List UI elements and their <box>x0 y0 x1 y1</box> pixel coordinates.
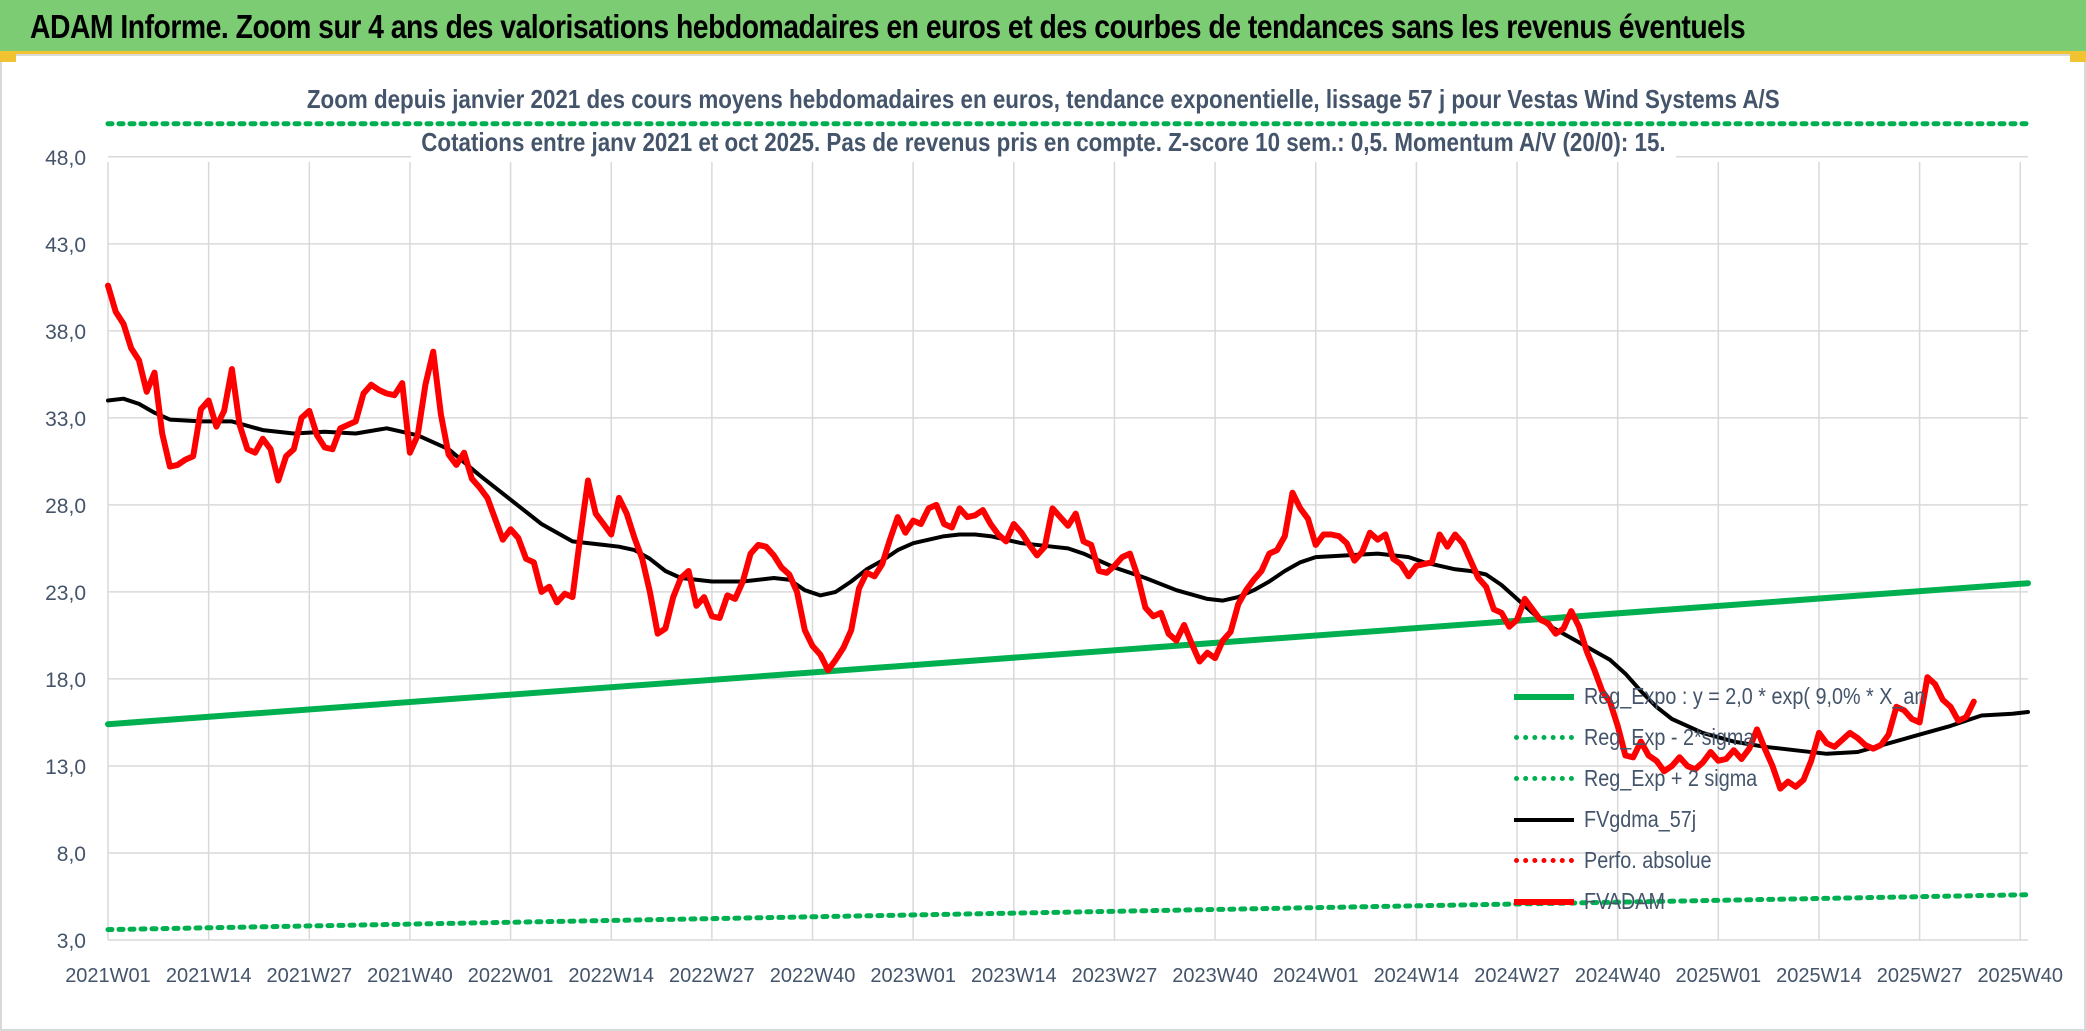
legend-item: FVgdma_57j <box>1514 799 2014 840</box>
y-tick-label: 33,0 <box>45 408 86 431</box>
y-tick-label: 8,0 <box>57 843 86 866</box>
x-tick-label: 2022W40 <box>770 965 856 987</box>
x-tick-label: 2023W14 <box>971 965 1057 987</box>
x-tick-label: 2022W01 <box>468 965 554 987</box>
x-tick-label: 2024W14 <box>1374 965 1460 987</box>
chart-title-line2: Cotations entre janv 2021 et oct 2025. P… <box>0 127 2086 158</box>
legend-swatch <box>1514 890 1574 914</box>
y-tick-label: 48,0 <box>45 147 86 170</box>
x-tick-label: 2024W01 <box>1273 965 1359 987</box>
y-tick-label: 38,0 <box>45 321 86 344</box>
y-tick-label: 13,0 <box>45 756 86 779</box>
series-line-reg-exp-2-sigma <box>105 892 2031 933</box>
legend-label: Reg_Exp - 2*sigma <box>1584 724 1755 750</box>
legend-label: FVADAM <box>1584 888 1665 914</box>
series-line-fvadam <box>105 282 1977 792</box>
legend-swatch <box>1514 726 1574 750</box>
legend-label: Reg_Exp + 2 sigma <box>1584 765 1758 791</box>
legend-swatch <box>1514 849 1574 873</box>
y-tick-label: 28,0 <box>45 495 86 518</box>
x-tick-label: 2024W40 <box>1575 965 1661 987</box>
x-tick-label: 2021W14 <box>166 965 252 987</box>
x-tick-label: 2025W27 <box>1877 965 1963 987</box>
x-tick-label: 2021W01 <box>65 965 151 987</box>
legend-label: FVgdma_57j <box>1584 806 1697 832</box>
header-bar: ADAM Informe. Zoom sur 4 ans des valoris… <box>0 0 2086 54</box>
legend-swatch <box>1514 808 1574 832</box>
legend-item: Perfo. absolue <box>1514 840 2014 881</box>
x-tick-label: 2024W27 <box>1474 965 1560 987</box>
y-tick-label: 18,0 <box>45 669 86 692</box>
legend-swatch <box>1514 685 1574 709</box>
x-tick-label: 2023W40 <box>1172 965 1258 987</box>
chart-title-line1: Zoom depuis janvier 2021 des cours moyen… <box>0 84 2086 115</box>
series-line-reg-expo-y-2-0-exp-9-0-x-an <box>105 580 2031 728</box>
chart-frame <box>0 54 2086 1031</box>
y-tick-label: 3,0 <box>57 930 86 953</box>
legend-label: Perfo. absolue <box>1584 847 1712 873</box>
series-line-fvgdma-57j <box>106 396 2030 756</box>
chart-legend: Reg_Expo : y = 2,0 * exp( 9,0% * X_an Reg… <box>1514 676 2014 922</box>
x-tick-label: 2025W14 <box>1776 965 1862 987</box>
corner-accent-left <box>0 54 16 62</box>
legend-swatch <box>1514 767 1574 791</box>
legend-item: FVADAM <box>1514 881 2014 922</box>
x-tick-label: 2025W01 <box>1676 965 1762 987</box>
y-tick-label: 23,0 <box>45 582 86 605</box>
x-tick-label: 2022W27 <box>669 965 755 987</box>
report-title: ADAM Informe. Zoom sur 4 ans des valoris… <box>30 8 1746 45</box>
legend-item: Reg_Exp + 2 sigma <box>1514 758 2014 799</box>
legend-item: Reg_Expo : y = 2,0 * exp( 9,0% * X_an <box>1514 676 2014 717</box>
y-tick-label: 43,0 <box>45 234 86 257</box>
x-tick-label: 2022W14 <box>568 965 654 987</box>
x-tick-label: 2023W01 <box>870 965 956 987</box>
corner-accent-right <box>2070 54 2086 62</box>
x-tick-label: 2021W40 <box>367 965 453 987</box>
legend-label: Reg_Expo : y = 2,0 * exp( 9,0% * X_an <box>1584 683 1926 709</box>
x-tick-label: 2021W27 <box>266 965 352 987</box>
x-tick-label: 2025W40 <box>1977 965 2063 987</box>
x-tick-label: 2023W27 <box>1072 965 1158 987</box>
legend-item: Reg_Exp - 2*sigma <box>1514 717 2014 758</box>
